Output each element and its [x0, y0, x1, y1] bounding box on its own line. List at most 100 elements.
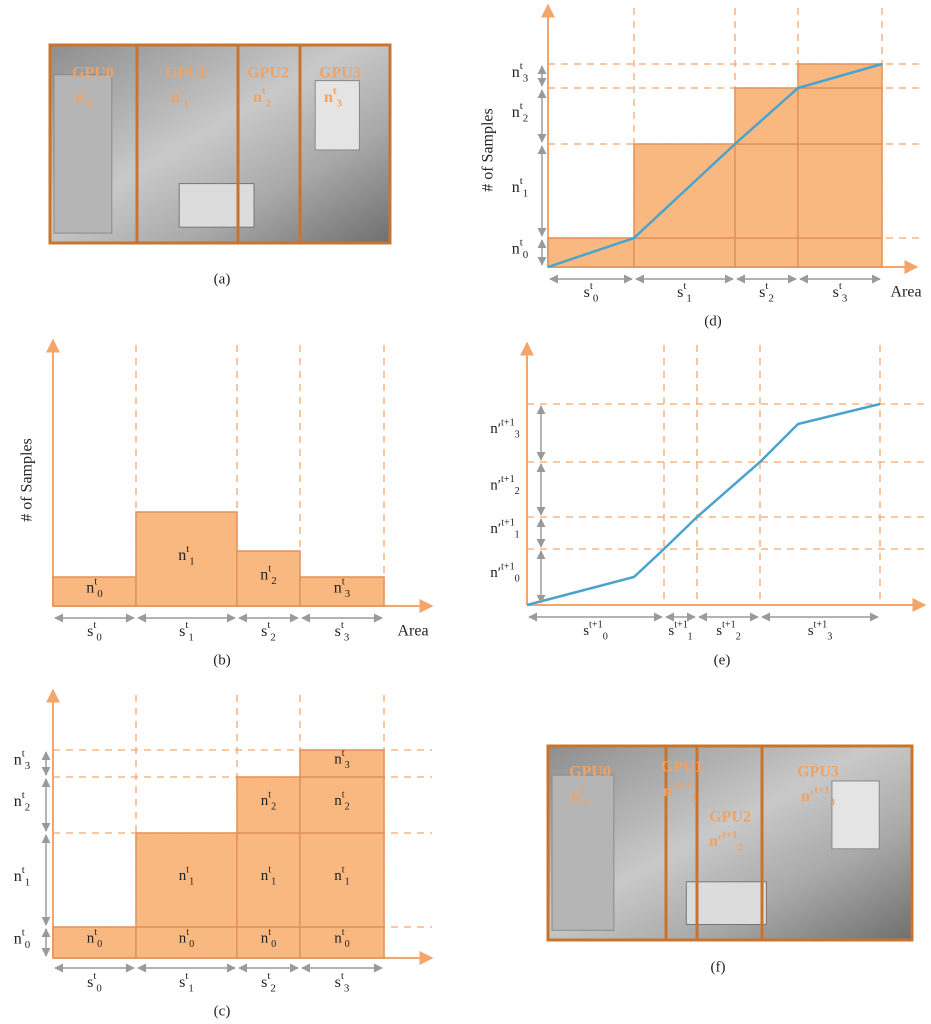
block: [798, 88, 882, 144]
symbol: n: [334, 579, 342, 596]
subscript: 3: [344, 631, 350, 643]
gpu-label: GPU1: [165, 65, 207, 82]
block: [798, 238, 882, 267]
superscript: t: [93, 969, 96, 981]
panel-caption: (d): [704, 313, 722, 329]
curve: [527, 404, 880, 605]
subscript: 2: [515, 486, 520, 497]
subscript: 2: [270, 982, 275, 994]
gpu-label: GPU0: [72, 65, 114, 82]
subscript: 2: [523, 112, 528, 124]
subscript: 1: [688, 632, 693, 643]
symbol: n: [512, 104, 520, 121]
symbol: n: [253, 89, 262, 106]
superscript: t: [520, 236, 523, 248]
subscript: 2: [738, 841, 743, 853]
superscript: t: [22, 863, 25, 875]
superscript: t+1: [674, 620, 688, 631]
symbol: n′: [801, 788, 814, 805]
subscript: 3: [523, 72, 529, 84]
subscript: 3: [344, 982, 350, 994]
panel-caption: (f): [711, 959, 726, 975]
superscript: t: [839, 279, 842, 291]
superscript: t: [185, 618, 188, 630]
superscript: t+1: [501, 474, 515, 485]
symbol: n: [14, 793, 22, 810]
superscript: t+1: [589, 620, 603, 631]
x-tick-label: st+13: [808, 620, 833, 643]
superscript: t+1: [677, 778, 692, 790]
superscript: t: [22, 926, 25, 938]
superscript: t+1: [722, 828, 737, 840]
block: [300, 833, 384, 927]
superscript: t: [520, 99, 523, 111]
panel-caption: (e): [714, 652, 731, 668]
subscript: 3: [515, 430, 520, 441]
bed: [179, 184, 254, 228]
gpu-label: GPU2: [709, 809, 751, 826]
block: [634, 238, 735, 267]
superscript: t: [93, 618, 96, 630]
y-tick-label: n′t+10: [490, 562, 520, 585]
subscript: 0: [25, 939, 31, 951]
superscript: t: [520, 174, 523, 186]
panel-caption: (a): [214, 271, 231, 287]
x-tick-label: st1: [179, 969, 194, 994]
symbol: n: [512, 179, 520, 196]
gpu-label: GPU0: [569, 764, 611, 781]
subscript: 1: [271, 877, 276, 888]
superscript: t: [342, 575, 345, 587]
superscript: t: [262, 84, 266, 96]
x-tick-label: st3: [335, 969, 350, 994]
symbol: n: [324, 89, 333, 106]
y-axis-title: # of Samples: [480, 108, 497, 192]
x-tick-label: st+10: [583, 620, 608, 643]
subscript: 1: [345, 877, 350, 888]
subscript: 0: [97, 588, 103, 600]
superscript: t: [94, 575, 97, 587]
y-tick-label: nt2: [14, 788, 30, 813]
subscript: 0: [96, 982, 102, 994]
symbol: n: [14, 868, 22, 885]
superscript: t: [84, 84, 88, 96]
panel-caption: (c): [214, 1003, 231, 1019]
symbol: n: [512, 240, 520, 257]
superscript: t: [580, 783, 584, 795]
symbol: n: [86, 579, 94, 596]
superscript: t: [94, 927, 97, 938]
symbol: n′: [490, 565, 501, 581]
superscript: t: [342, 927, 345, 938]
gpu-label: GPU3: [797, 764, 839, 781]
y-tick-label: n′t+12: [490, 474, 520, 497]
subscript: 0: [603, 632, 608, 643]
superscript: t: [268, 927, 271, 938]
superscript: t: [342, 748, 345, 759]
superscript: t: [590, 279, 593, 291]
subscript: 0: [593, 292, 599, 304]
x-tick-label: st1: [179, 618, 194, 643]
x-tick-label: st2: [261, 969, 276, 994]
subscript: 0: [515, 574, 520, 585]
x-tick-label: st3: [833, 279, 848, 304]
subscript: 0: [584, 796, 590, 808]
block: [237, 777, 300, 833]
symbol: n: [512, 64, 520, 81]
subscript: 2: [270, 631, 275, 643]
gpu-label: GPU2: [247, 65, 289, 82]
symbol: n: [571, 788, 580, 805]
y-tick-label: nt1: [512, 174, 528, 199]
x-tick-label: st1: [677, 279, 692, 304]
y-tick-label: n′t+11: [490, 518, 519, 541]
superscript: t+1: [501, 518, 515, 529]
superscript: t: [186, 927, 189, 938]
subscript: 1: [188, 982, 193, 994]
superscript: t: [22, 747, 25, 759]
x-tick-label: st0: [584, 279, 599, 304]
superscript: t+1: [814, 783, 829, 795]
y-tick-label: nt3: [512, 59, 529, 84]
x-tick-label: st+12: [716, 620, 741, 643]
subscript: 3: [842, 292, 848, 304]
block: [735, 238, 798, 267]
subscript: 2: [768, 292, 773, 304]
subscript: 3: [345, 760, 350, 771]
